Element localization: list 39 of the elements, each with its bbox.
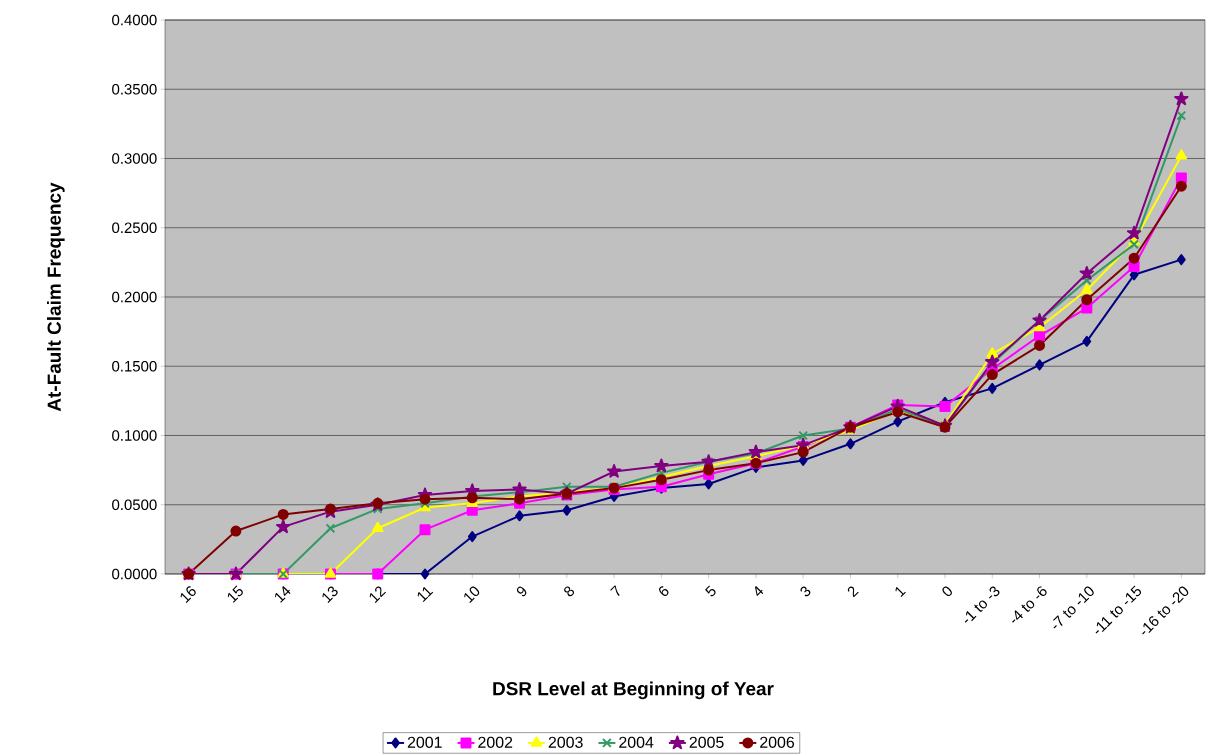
x-tick-label: -7 to -10 (1053, 586, 1094, 629)
x-tick-label: 3 (800, 586, 811, 597)
x-tick-label: 12 (369, 586, 386, 603)
x-tick-label: -4 to -6 (1012, 586, 1047, 623)
x-tick-label: 4 (755, 585, 764, 596)
y-tick-label: 0.0000 (112, 568, 157, 580)
x-tick-label: 11 (417, 586, 434, 603)
legend-label: 2005 (689, 736, 724, 748)
x-tick-label: 13 (322, 586, 338, 603)
legend-label: 2006 (760, 736, 795, 748)
x-tick-label: 7 (610, 585, 620, 596)
x-tick-label: -1 to -3 (964, 586, 1000, 623)
x-tick-label: 0 (942, 586, 952, 597)
x-tick-label: 10 (464, 586, 480, 603)
y-tick-label: 0.4000 (112, 14, 157, 26)
y-tick-label: 0.1000 (112, 430, 157, 441)
legend-label: 2004 (619, 736, 654, 748)
x-tick-label: 14 (275, 585, 291, 603)
x-tick-label: 1 (895, 586, 906, 597)
x-tick-label: 2 (847, 586, 859, 598)
x-tick-label: 15 (227, 585, 243, 603)
y-tick-label: 0.2500 (112, 222, 157, 234)
x-tick-label: 9 (516, 586, 527, 597)
y-tick-label: 0.3000 (112, 153, 157, 164)
x-axis-title: DSR Level at Beginning of Year (493, 681, 774, 700)
x-tick-label: 8 (564, 586, 575, 597)
y-axis-title: At-Fault Claim Frequency (46, 182, 65, 412)
x-tick-label: 5 (705, 585, 716, 597)
legend-label: 2003 (548, 736, 583, 748)
y-tick-label: 0.0500 (112, 499, 157, 511)
x-tick-label: -11 to -15 (1095, 585, 1142, 634)
legend-label: 2001 (407, 736, 442, 748)
y-tick-label: 0.2000 (112, 291, 157, 303)
x-tick-label: -16 to -20 (1142, 586, 1189, 635)
y-tick-label: 0.3500 (112, 83, 157, 95)
legend-label: 2002 (478, 736, 513, 748)
x-tick-label: 6 (659, 586, 669, 596)
y-tick-label: 0.1500 (112, 360, 157, 372)
x-tick-label: 16 (180, 586, 196, 603)
